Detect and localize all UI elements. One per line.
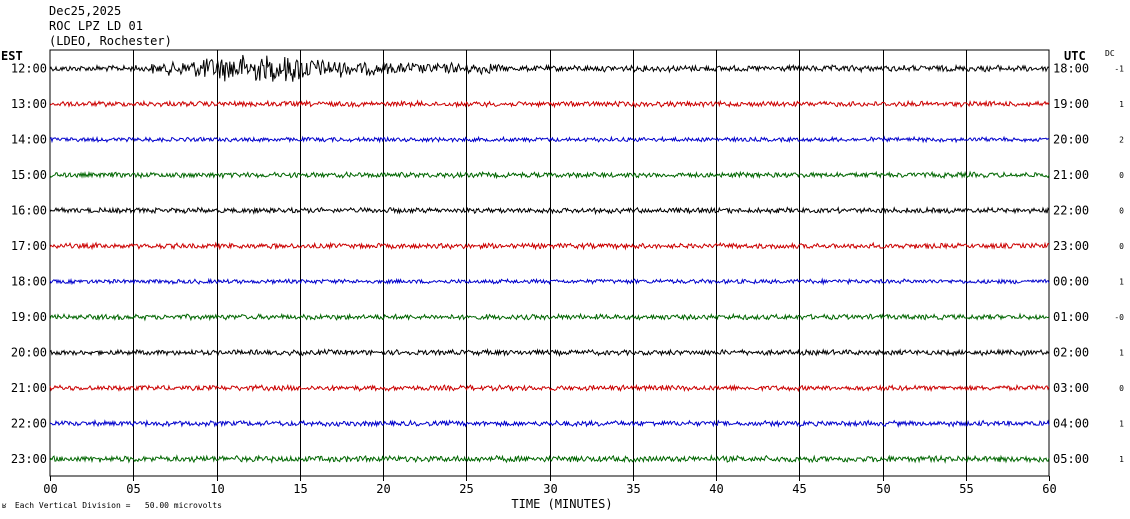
right-hour-label-4: 22:00 — [1053, 204, 1089, 218]
trace-5 — [49, 241, 1050, 251]
right-hour-label-8: 02:00 — [1053, 346, 1089, 360]
x-tick-label-45: 45 — [792, 482, 806, 496]
x-tick-label-25: 25 — [459, 482, 473, 496]
right-hour-label-10: 04:00 — [1053, 417, 1089, 431]
dc-value-1: 1 — [1119, 100, 1124, 109]
x-tick-label-15: 15 — [293, 482, 307, 496]
x-tick-label-10: 10 — [210, 482, 224, 496]
left-hour-label-6: 18:00 — [11, 275, 47, 289]
left-timezone-label: EST — [1, 49, 23, 63]
left-hour-label-7: 19:00 — [11, 310, 47, 324]
trace-2 — [49, 135, 1050, 144]
left-hour-label-8: 20:00 — [11, 346, 47, 360]
trace-8 — [49, 347, 1050, 358]
left-hour-label-4: 16:00 — [11, 204, 47, 218]
right-hour-label-0: 18:00 — [1053, 62, 1089, 76]
footnote: ʁ Each Vertical Division = 50.00 microvol… — [2, 501, 222, 510]
trace-4 — [49, 205, 1050, 216]
header-network: (LDEO, Rochester) — [49, 34, 172, 48]
x-tick-label-50: 50 — [876, 482, 890, 496]
left-hour-label-9: 21:00 — [11, 381, 47, 395]
x-tick-label-35: 35 — [626, 482, 640, 496]
dc-value-7: -0 — [1114, 313, 1124, 322]
dc-value-3: 0 — [1119, 171, 1124, 180]
dc-value-4: 0 — [1119, 207, 1124, 216]
left-hour-label-11: 23:00 — [11, 452, 47, 466]
right-timezone-label: UTC — [1064, 49, 1086, 63]
trace-7 — [49, 312, 1050, 322]
x-axis-label: TIME (MINUTES) — [511, 497, 612, 511]
dc-value-2: 2 — [1119, 136, 1124, 145]
logo-mark: ʁ — [2, 501, 7, 510]
x-tick-label-00: 00 — [43, 482, 57, 496]
right-hour-label-2: 20:00 — [1053, 133, 1089, 147]
x-tick-label-20: 20 — [376, 482, 390, 496]
x-tick-label-60: 60 — [1042, 482, 1056, 496]
trace-1 — [49, 99, 1050, 109]
dc-value-5: 0 — [1119, 242, 1124, 251]
trace-6 — [49, 277, 1050, 286]
dc-value-8: 1 — [1119, 349, 1124, 358]
right-hour-label-5: 23:00 — [1053, 239, 1089, 253]
header-date: Dec25,2025 — [49, 4, 122, 18]
right-hour-label-11: 05:00 — [1053, 452, 1089, 466]
left-hour-label-5: 17:00 — [11, 239, 47, 253]
chart-header: Dec25,2025 ROC LPZ LD 01 (LDEO, Rocheste… — [49, 4, 172, 49]
dc-column-label: DC — [1105, 49, 1115, 58]
left-hour-label-1: 13:00 — [11, 97, 47, 111]
dc-value-11: 1 — [1119, 455, 1124, 464]
right-hour-label-6: 00:00 — [1053, 275, 1089, 289]
plot-frame — [49, 49, 1050, 477]
right-hour-label-1: 19:00 — [1053, 97, 1089, 111]
right-hour-label-7: 01:00 — [1053, 310, 1089, 324]
left-hour-label-0: 12:00 — [11, 62, 47, 76]
left-hour-label-10: 22:00 — [11, 417, 47, 431]
right-hour-label-3: 21:00 — [1053, 168, 1089, 182]
trace-10 — [49, 418, 1050, 429]
x-tick-label-40: 40 — [709, 482, 723, 496]
dc-value-9: 0 — [1119, 384, 1124, 393]
trace-11 — [49, 454, 1050, 464]
header-station: ROC LPZ LD 01 — [49, 19, 143, 33]
x-tick-label-30: 30 — [543, 482, 557, 496]
dc-value-0: -1 — [1114, 65, 1124, 74]
right-hour-label-9: 03:00 — [1053, 381, 1089, 395]
trace-9 — [49, 383, 1050, 393]
trace-3 — [49, 170, 1050, 180]
left-hour-label-2: 14:00 — [11, 133, 47, 147]
footnote-text: Each Vertical Division = 50.00 microvolt… — [14, 501, 222, 510]
x-tick-label-55: 55 — [959, 482, 973, 496]
dc-value-6: 1 — [1119, 278, 1124, 287]
left-hour-label-3: 15:00 — [11, 168, 47, 182]
trace-0 — [49, 54, 1050, 82]
x-tick-label-05: 05 — [126, 482, 140, 496]
dc-value-10: 1 — [1119, 420, 1124, 429]
